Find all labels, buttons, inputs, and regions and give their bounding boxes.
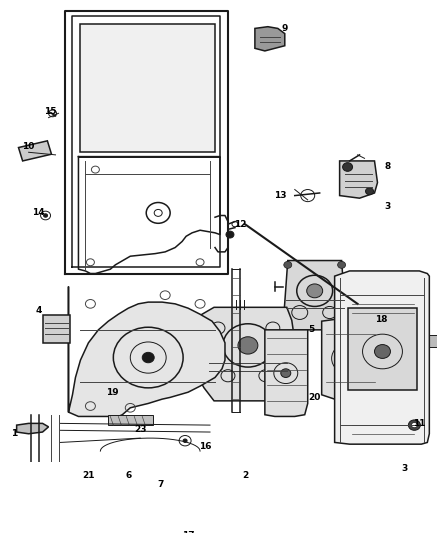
Text: 3: 3: [384, 203, 391, 212]
Text: 14: 14: [32, 208, 45, 217]
Circle shape: [338, 261, 346, 268]
Text: 21: 21: [82, 471, 95, 480]
Circle shape: [406, 368, 418, 378]
Text: 10: 10: [22, 142, 35, 151]
Text: 6: 6: [125, 471, 131, 480]
Text: 20: 20: [308, 393, 321, 402]
Text: 8: 8: [384, 163, 391, 172]
Polygon shape: [68, 287, 225, 416]
Polygon shape: [339, 161, 378, 198]
Circle shape: [343, 352, 357, 365]
Text: 15: 15: [44, 107, 57, 116]
Text: 4: 4: [35, 306, 42, 316]
Circle shape: [406, 316, 418, 326]
Bar: [348, 308, 417, 391]
Bar: [18, 141, 52, 161]
Circle shape: [368, 316, 381, 326]
Text: 23: 23: [134, 425, 146, 434]
Text: 7: 7: [157, 480, 163, 489]
Text: 19: 19: [106, 387, 119, 397]
Bar: [81, 24, 215, 152]
Circle shape: [226, 231, 234, 238]
Bar: [42, 315, 71, 343]
Text: 13: 13: [274, 191, 286, 200]
Circle shape: [368, 368, 381, 378]
Polygon shape: [255, 27, 285, 51]
Polygon shape: [17, 423, 49, 434]
Text: 5: 5: [309, 325, 315, 334]
Circle shape: [385, 335, 403, 351]
Polygon shape: [265, 330, 308, 416]
Text: 12: 12: [234, 220, 246, 229]
Circle shape: [284, 261, 292, 268]
Circle shape: [284, 322, 292, 329]
Circle shape: [43, 214, 48, 217]
Text: 17: 17: [182, 531, 194, 533]
Circle shape: [335, 322, 343, 329]
Text: 2: 2: [242, 471, 248, 480]
Bar: [108, 415, 153, 425]
Text: 11: 11: [413, 419, 426, 428]
Circle shape: [366, 188, 374, 195]
Bar: [292, 347, 304, 361]
Circle shape: [343, 163, 353, 171]
Polygon shape: [194, 308, 297, 401]
Text: 9: 9: [282, 24, 288, 33]
Circle shape: [307, 284, 323, 298]
Text: 18: 18: [375, 315, 388, 324]
Text: 16: 16: [199, 442, 211, 451]
Polygon shape: [335, 271, 429, 444]
Circle shape: [374, 344, 390, 358]
Circle shape: [183, 439, 187, 442]
Polygon shape: [283, 261, 346, 330]
Polygon shape: [321, 319, 378, 399]
Polygon shape: [364, 311, 424, 392]
Text: 1: 1: [11, 429, 18, 438]
Circle shape: [411, 423, 417, 427]
Text: 3: 3: [401, 464, 407, 473]
Circle shape: [408, 420, 420, 430]
Circle shape: [281, 369, 291, 377]
Circle shape: [142, 352, 154, 363]
Circle shape: [238, 337, 258, 354]
Bar: [424, 335, 438, 347]
